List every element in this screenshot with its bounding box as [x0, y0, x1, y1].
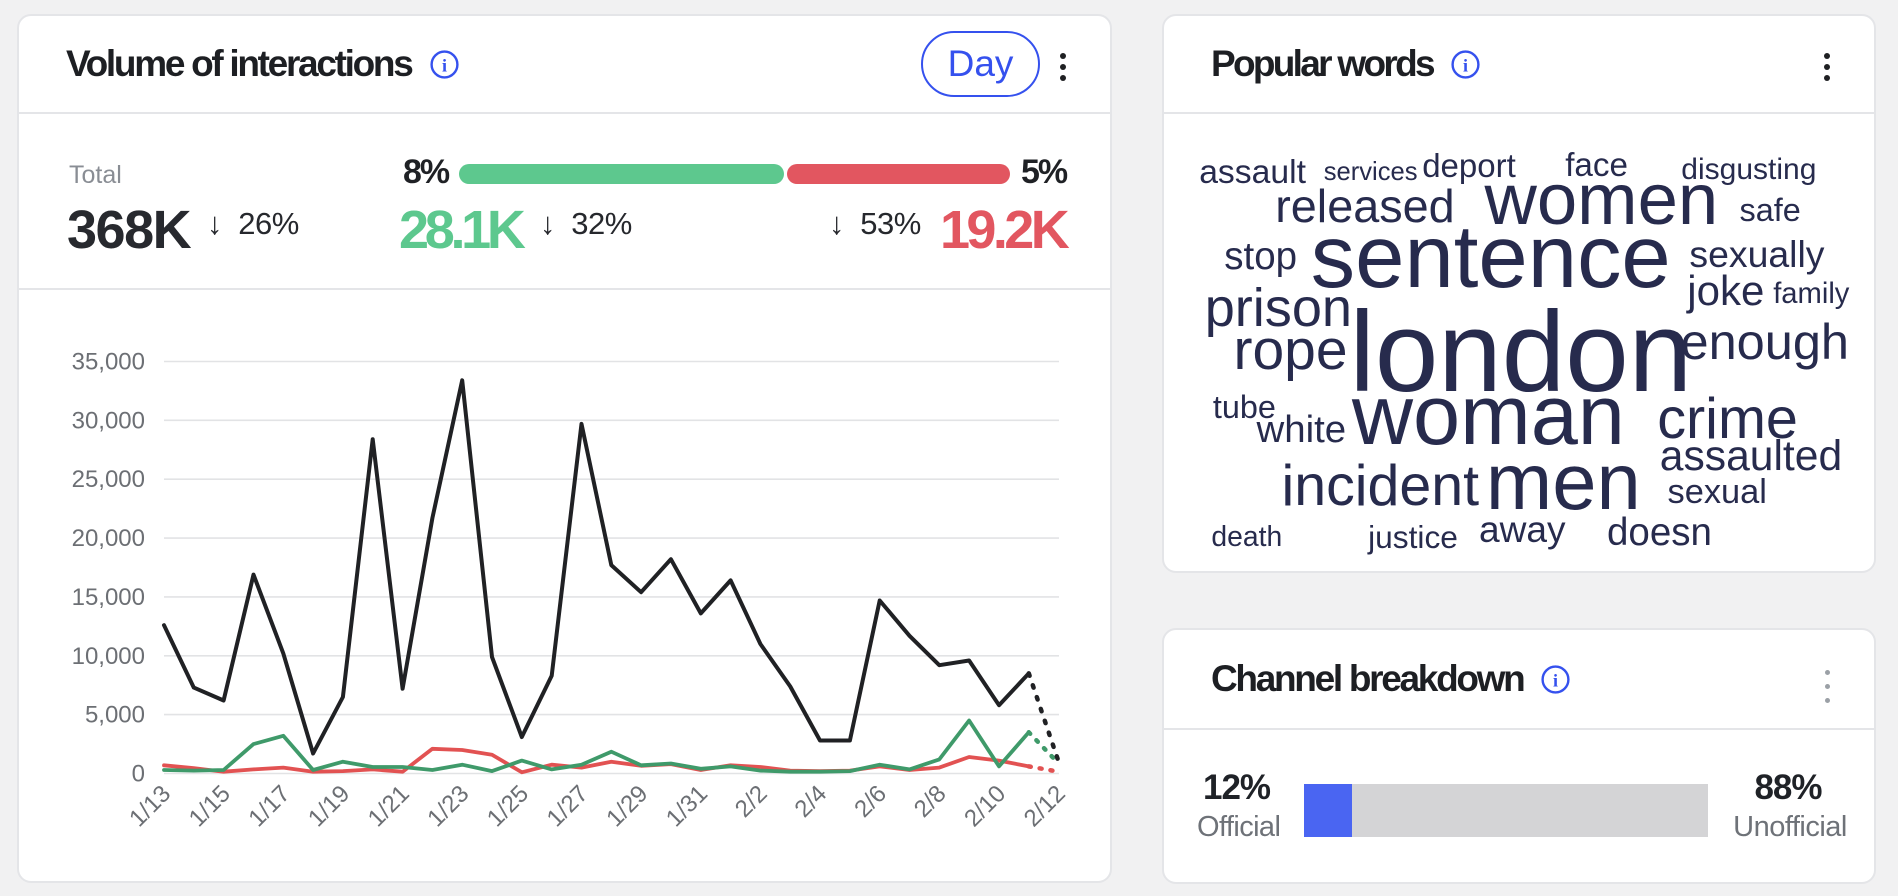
svg-text:20,000: 20,000	[72, 525, 145, 552]
svg-text:5,000: 5,000	[85, 702, 145, 729]
svg-text:2/10: 2/10	[959, 780, 1011, 832]
svg-text:1/29: 1/29	[601, 780, 653, 832]
svg-text:25,000: 25,000	[72, 466, 145, 493]
svg-text:1/13: 1/13	[124, 780, 176, 832]
svg-text:i: i	[1463, 55, 1468, 75]
svg-text:35,000: 35,000	[72, 349, 145, 376]
svg-text:1/25: 1/25	[482, 780, 534, 832]
svg-text:2/4: 2/4	[790, 780, 833, 823]
svg-text:2/2: 2/2	[730, 780, 773, 823]
svg-text:2/6: 2/6	[849, 780, 892, 823]
svg-text:10,000: 10,000	[72, 643, 145, 670]
svg-text:0: 0	[132, 761, 145, 788]
svg-text:2/8: 2/8	[909, 780, 952, 823]
svg-text:1/21: 1/21	[363, 780, 415, 832]
svg-text:30,000: 30,000	[72, 407, 145, 434]
svg-text:i: i	[441, 55, 446, 75]
svg-text:1/27: 1/27	[542, 780, 594, 832]
svg-text:1/19: 1/19	[303, 780, 355, 832]
svg-text:1/17: 1/17	[243, 780, 295, 832]
svg-text:1/23: 1/23	[422, 780, 474, 832]
svg-text:1/15: 1/15	[184, 780, 236, 832]
svg-text:15,000: 15,000	[72, 584, 145, 611]
svg-text:i: i	[1553, 670, 1558, 690]
svg-text:1/31: 1/31	[661, 780, 713, 832]
svg-text:2/12: 2/12	[1019, 780, 1071, 832]
